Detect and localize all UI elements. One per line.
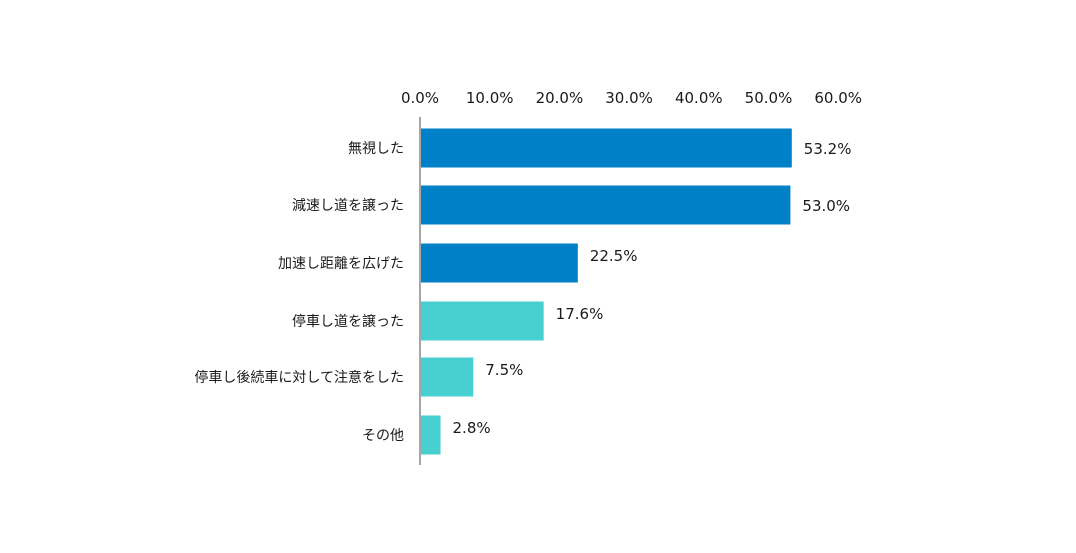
value-labels: 53.2% 53.0% 22.5% 17.6% 7.5% 2.8% — [453, 140, 852, 437]
data-label: 53.0% — [802, 197, 850, 215]
bars — [421, 128, 792, 455]
x-tick-label: 20.0% — [536, 89, 584, 107]
category-label: 加速し距離を広げた — [278, 255, 404, 272]
x-tick-label: 50.0% — [745, 89, 793, 107]
x-tick-label: 40.0% — [675, 89, 723, 107]
bar — [421, 415, 441, 455]
x-tick-label: 10.0% — [466, 89, 514, 107]
category-labels: 無視した減速し道を譲った加速し距離を広げた停車し道を譲った停車し後続車に対して注… — [194, 141, 404, 444]
category-label: 減速し道を譲った — [292, 197, 404, 214]
x-tick-label: 60.0% — [814, 89, 862, 107]
x-tick-label: 30.0% — [605, 89, 653, 107]
category-label: 無視した — [348, 141, 404, 157]
category-label: 停車し後続車に対して注意をした — [194, 369, 404, 386]
bar — [421, 128, 792, 168]
bar — [421, 357, 474, 397]
bar — [421, 243, 578, 283]
data-label: 17.6% — [556, 305, 604, 323]
x-tick-label: 0.0% — [401, 89, 439, 107]
data-label: 7.5% — [485, 361, 523, 379]
bar — [421, 185, 791, 225]
data-label: 22.5% — [590, 247, 638, 265]
data-label: 2.8% — [453, 419, 491, 437]
data-label: 53.2% — [804, 140, 852, 158]
category-label: 停車し道を譲った — [292, 313, 404, 330]
bar — [421, 301, 544, 341]
x-axis-tick-labels: 0.0% 10.0% 20.0% 30.0% 40.0% 50.0% 60.0% — [401, 89, 862, 107]
category-label: その他 — [362, 428, 404, 444]
